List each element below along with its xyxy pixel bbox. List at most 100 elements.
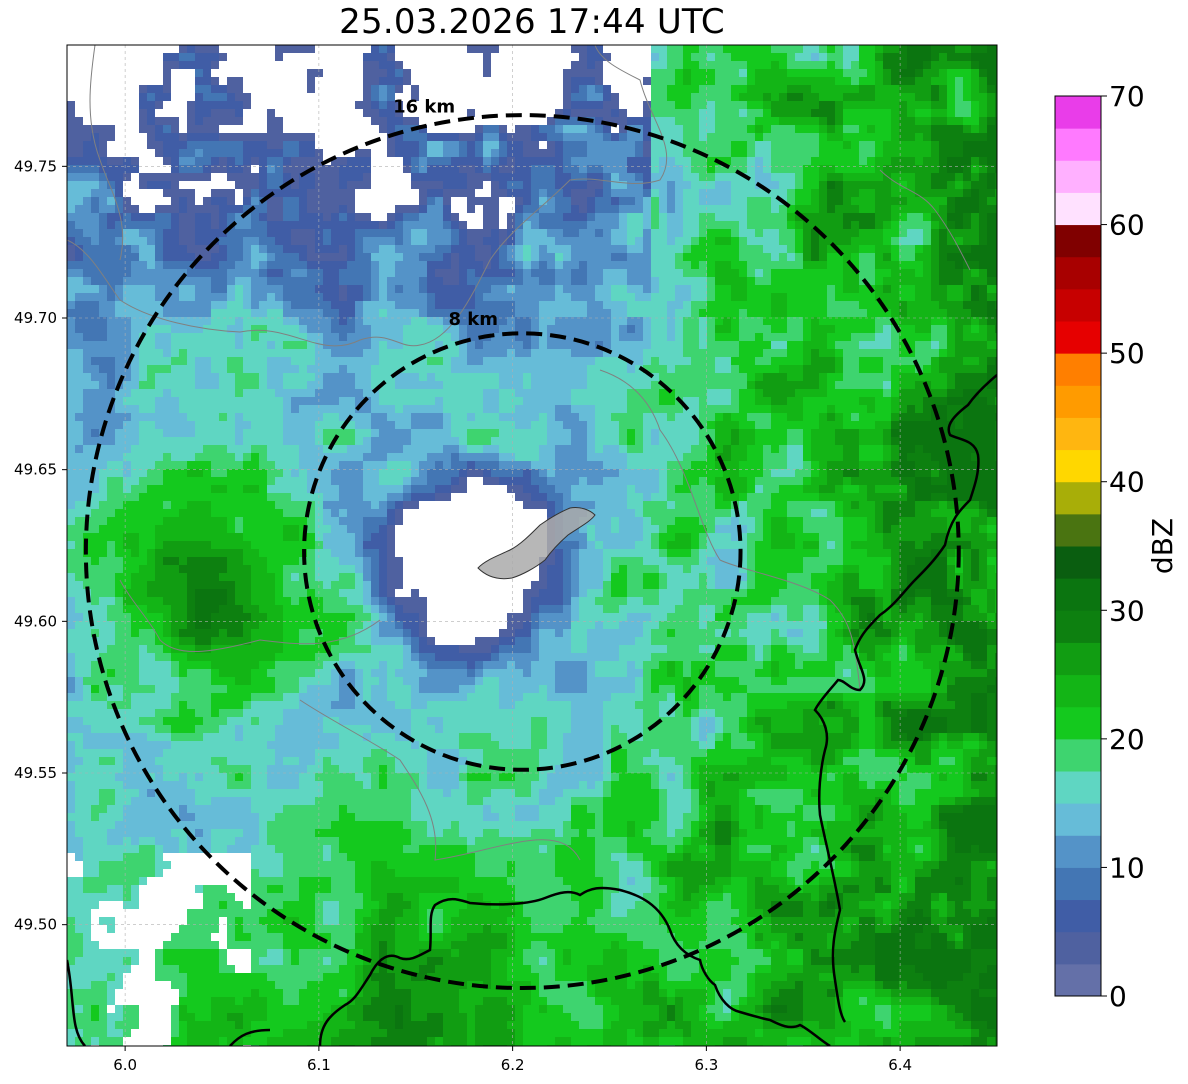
- radar-cell: [523, 149, 531, 157]
- radar-cell: [83, 341, 91, 349]
- radar-cell: [947, 413, 955, 421]
- radar-cell: [651, 269, 659, 277]
- radar-cell: [795, 261, 803, 269]
- radar-cell: [819, 309, 827, 317]
- radar-cell: [347, 341, 355, 349]
- radar-cell: [147, 173, 155, 181]
- radar-cell: [755, 125, 763, 133]
- radar-cell: [571, 77, 579, 85]
- radar-cell: [739, 373, 747, 381]
- radar-cell: [595, 413, 603, 421]
- radar-cell: [387, 301, 395, 309]
- radar-cell: [563, 189, 571, 197]
- radar-cell: [211, 301, 219, 309]
- radar-cell: [731, 69, 739, 77]
- radar-cell: [979, 333, 987, 341]
- radar-cell: [467, 373, 475, 381]
- radar-cell: [715, 101, 723, 109]
- radar-cell: [483, 237, 491, 245]
- radar-cell: [579, 61, 587, 69]
- radar-cell: [883, 349, 891, 357]
- radar-cell: [291, 421, 299, 429]
- radar-cell: [363, 333, 371, 341]
- radar-cell: [795, 53, 803, 61]
- radar-cell: [307, 133, 315, 141]
- radar-cell: [107, 413, 115, 421]
- radar-cell: [747, 53, 755, 61]
- radar-cell: [747, 61, 755, 69]
- radar-cell: [411, 253, 419, 261]
- radar-cell: [763, 125, 771, 133]
- radar-cell: [435, 181, 443, 189]
- radar-cell: [763, 333, 771, 341]
- radar-cell: [595, 293, 603, 301]
- radar-cell: [939, 189, 947, 197]
- radar-cell: [75, 285, 83, 293]
- radar-cell: [739, 101, 747, 109]
- radar-cell: [611, 373, 619, 381]
- radar-cell: [675, 245, 683, 253]
- radar-cell: [667, 365, 675, 373]
- radar-cell: [411, 157, 419, 165]
- radar-cell: [851, 205, 859, 213]
- radar-cell: [939, 157, 947, 165]
- radar-cell: [515, 157, 523, 165]
- radar-cell: [715, 69, 723, 77]
- radar-cell: [803, 317, 811, 325]
- radar-cell: [667, 149, 675, 157]
- radar-cell: [203, 277, 211, 285]
- radar-cell: [419, 381, 427, 389]
- radar-cell: [251, 173, 259, 181]
- radar-cell: [979, 181, 987, 189]
- radar-cell: [619, 301, 627, 309]
- radar-cell: [995, 53, 997, 61]
- radar-cell: [91, 365, 99, 373]
- radar-cell: [91, 237, 99, 245]
- radar-cell: [739, 181, 747, 189]
- radar-cell: [451, 413, 459, 421]
- radar-cell: [747, 357, 755, 365]
- radar-cell: [499, 317, 507, 325]
- radar-cell: [139, 285, 147, 293]
- radar-cell: [235, 221, 243, 229]
- radar-cell: [771, 125, 779, 133]
- radar-cell: [139, 389, 147, 397]
- radar-cell: [675, 157, 683, 165]
- radar-cell: [475, 317, 483, 325]
- radar-cell: [979, 373, 987, 381]
- radar-cell: [339, 413, 347, 421]
- radar-cell: [787, 189, 795, 197]
- radar-cell: [659, 293, 667, 301]
- radar-cell: [867, 261, 875, 269]
- radar-cell: [907, 309, 915, 317]
- radar-cell: [427, 341, 435, 349]
- radar-cell: [179, 317, 187, 325]
- radar-cell: [307, 213, 315, 221]
- radar-cell: [939, 45, 947, 53]
- radar-cell: [691, 213, 699, 221]
- radar-cell: [995, 405, 997, 413]
- radar-cell: [859, 165, 867, 173]
- radar-cell: [403, 317, 411, 325]
- radar-cell: [219, 325, 227, 333]
- radar-cell: [459, 421, 467, 429]
- radar-cell: [195, 309, 203, 317]
- radar-cell: [459, 293, 467, 301]
- radar-cell: [915, 341, 923, 349]
- radar-cell: [291, 221, 299, 229]
- radar-cell: [987, 333, 995, 341]
- radar-cell: [91, 213, 99, 221]
- radar-cell: [251, 405, 259, 413]
- radar-cell: [219, 261, 227, 269]
- radar-cell: [339, 213, 347, 221]
- radar-cell: [187, 429, 195, 437]
- radar-cell: [915, 317, 923, 325]
- radar-cell: [171, 245, 179, 253]
- radar-cell: [883, 357, 891, 365]
- radar-cell: [891, 237, 899, 245]
- radar-cell: [827, 309, 835, 317]
- radar-cell: [355, 157, 363, 165]
- radar-cell: [843, 197, 851, 205]
